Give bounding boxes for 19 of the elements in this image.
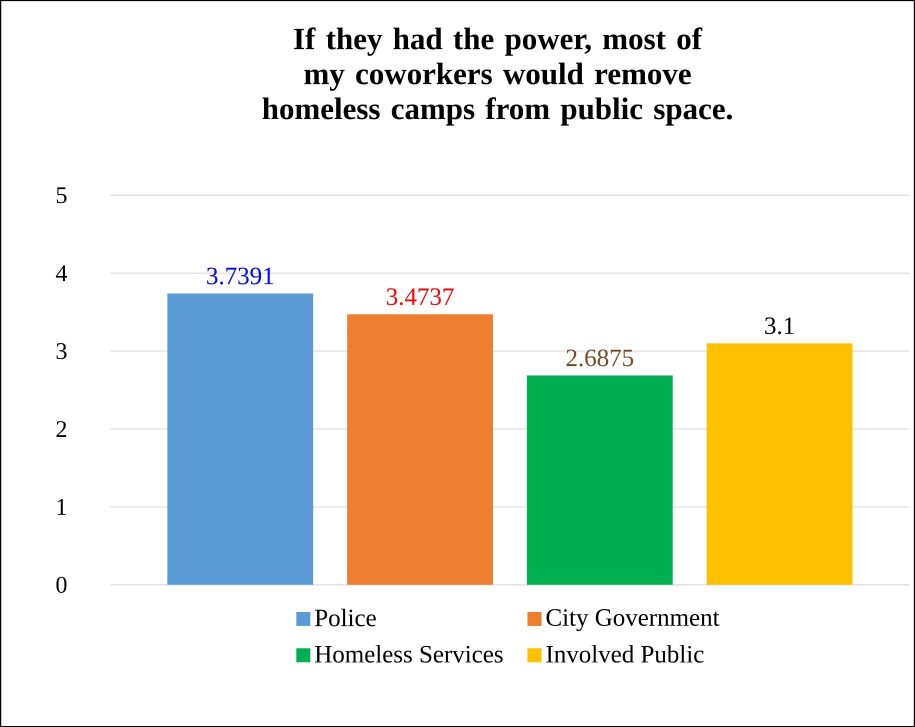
bar: [526, 375, 673, 585]
y-tick-label: 3: [56, 342, 67, 360]
legend-label: Police: [314, 608, 376, 626]
legend-label: City Government: [546, 609, 720, 631]
legend-label: Involved Public: [546, 644, 704, 663]
y-tick-label: 5: [56, 187, 67, 204]
y-tick-label: 2: [56, 420, 66, 437]
chart-title: If they had the power, most of my coworkers would remove homeless camps from public space.: [262, 27, 732, 126]
bar: [347, 314, 493, 585]
y-tick-label: 4: [56, 265, 68, 282]
bar: [706, 343, 852, 585]
bar: [167, 293, 314, 585]
data-label: 3.4737: [386, 288, 454, 306]
data-label: 3.1: [765, 317, 794, 334]
y-tick-label: 0: [56, 576, 67, 593]
data-label: 2.6875: [566, 349, 634, 366]
data-label: 3.7391: [207, 268, 274, 284]
y-tick-label: 1: [58, 498, 66, 515]
legend-label: Homeless Services: [314, 644, 503, 663]
